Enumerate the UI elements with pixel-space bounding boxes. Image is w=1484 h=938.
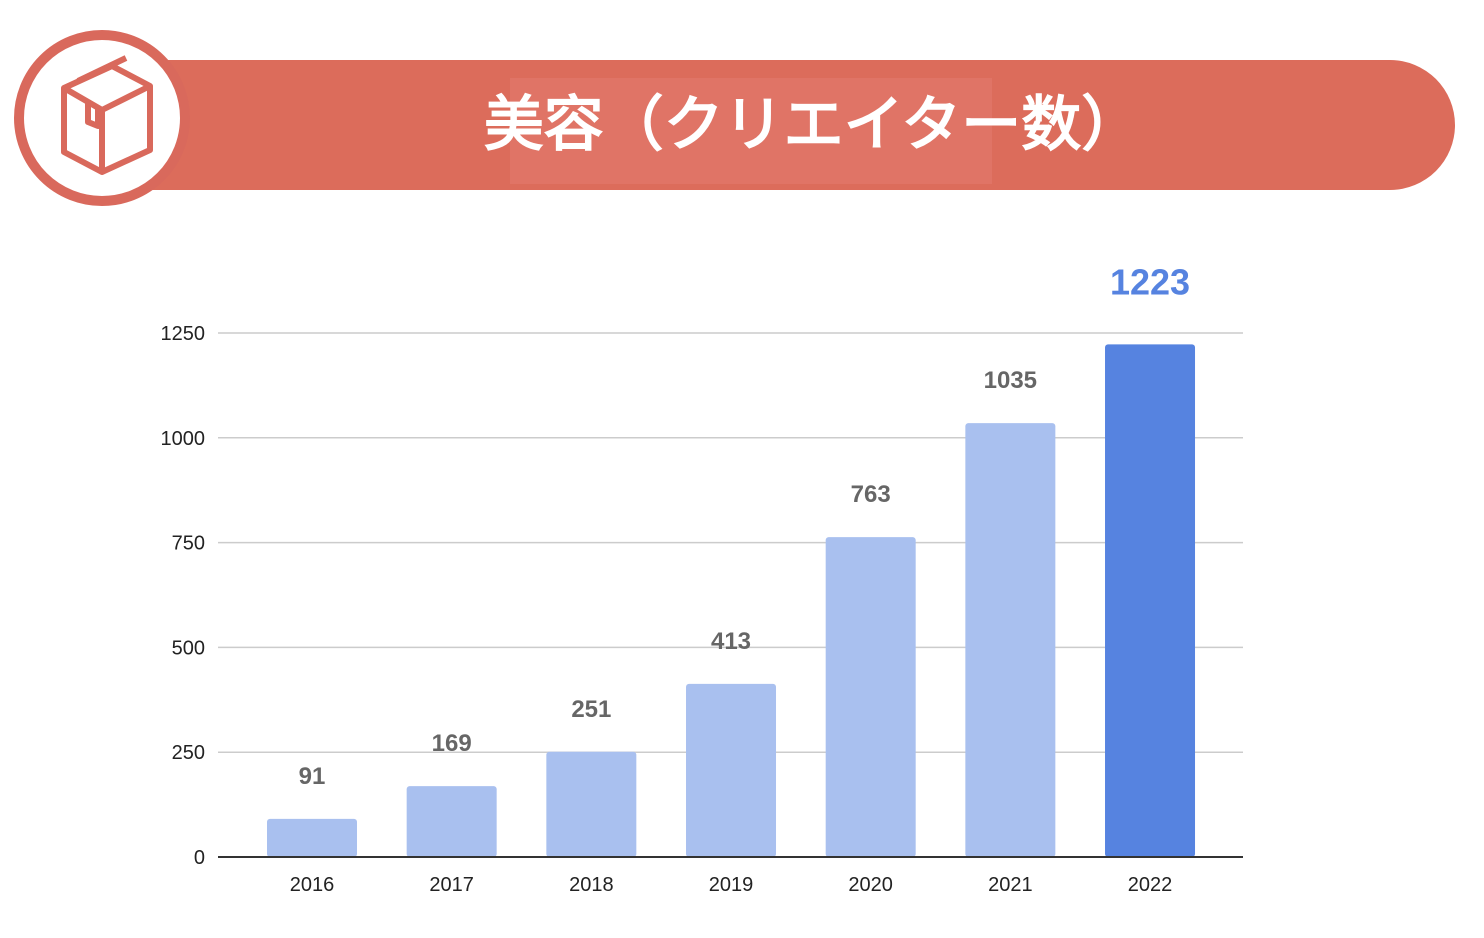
bar bbox=[686, 683, 777, 857]
data-label: 91 bbox=[299, 763, 326, 790]
y-tick-label: 750 bbox=[172, 533, 205, 555]
data-label: 169 bbox=[432, 730, 472, 757]
bar bbox=[825, 537, 916, 857]
x-tick-label: 2020 bbox=[848, 874, 893, 896]
data-label: 763 bbox=[851, 481, 891, 508]
bar bbox=[406, 786, 497, 857]
bar bbox=[267, 818, 357, 857]
data-label: 251 bbox=[571, 696, 611, 723]
bar bbox=[1105, 344, 1196, 858]
package-box-icon bbox=[61, 55, 153, 175]
y-tick-label: 0 bbox=[194, 847, 205, 869]
x-tick-label: 2019 bbox=[709, 874, 754, 896]
y-tick-label: 500 bbox=[172, 637, 205, 659]
x-tick-label: 2018 bbox=[569, 874, 614, 896]
data-label: 1035 bbox=[984, 367, 1037, 394]
bar bbox=[965, 423, 1056, 857]
title-highlight bbox=[510, 78, 992, 184]
x-tick-label: 2022 bbox=[1128, 874, 1173, 896]
x-tick-label: 2017 bbox=[429, 874, 474, 896]
x-tick-label: 2021 bbox=[988, 874, 1033, 896]
bar bbox=[546, 751, 637, 857]
chart-title: 美容（クリエイター数） bbox=[483, 90, 1142, 160]
data-label: 1223 bbox=[1110, 261, 1190, 302]
y-tick-label: 1250 bbox=[161, 323, 206, 345]
x-tick-label: 2016 bbox=[290, 874, 335, 896]
data-label: 413 bbox=[711, 628, 751, 655]
icon-badge bbox=[14, 30, 190, 206]
y-tick-label: 1000 bbox=[161, 428, 206, 450]
y-tick-label: 250 bbox=[172, 742, 205, 764]
